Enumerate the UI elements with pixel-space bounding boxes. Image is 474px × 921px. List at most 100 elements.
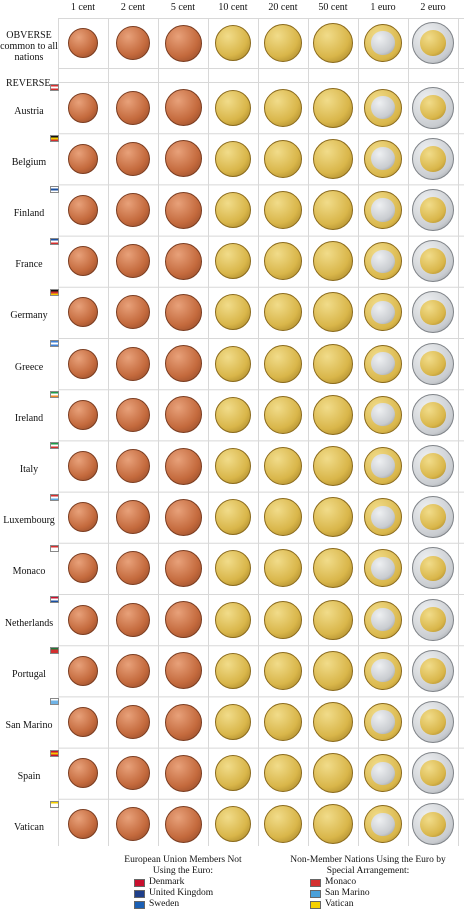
reverse-coin (68, 143, 98, 174)
coin-center (371, 198, 395, 222)
column-header: 2 euro (420, 2, 446, 13)
country-label: San Marino (5, 720, 53, 731)
reverse-coin (264, 88, 302, 127)
flag-icon (50, 647, 59, 655)
reverse-coin (164, 345, 202, 383)
reverse-coin (364, 600, 402, 639)
reverse-coin (364, 805, 402, 844)
obverse-coin (116, 26, 150, 60)
reverse-coin (164, 549, 202, 587)
reverse-coin (264, 447, 302, 485)
reverse-coin (313, 548, 353, 589)
reverse-coin (164, 140, 202, 178)
reverse-coin (313, 804, 353, 845)
reverse-coin (164, 242, 202, 280)
reverse-coin (164, 396, 202, 434)
flag-icon (134, 889, 145, 898)
reverse-coin (68, 758, 98, 789)
legend-left-title: European Union Members Not Using the Eur… (124, 855, 242, 876)
reverse-coin (164, 703, 202, 741)
reverse-coin (264, 139, 302, 178)
coin-center (371, 505, 395, 529)
reverse-coin (364, 549, 402, 588)
reverse-coin (264, 754, 302, 793)
reverse-coin (215, 192, 251, 228)
reverse-coin (215, 704, 251, 740)
coin-center (420, 30, 446, 56)
obverse-coin (164, 24, 202, 62)
reverse-label: REVERSE (6, 78, 50, 89)
obverse-label-text: OBVERSE common to all nations (0, 30, 58, 63)
reverse-coin (412, 445, 454, 487)
reverse-coin (313, 446, 353, 486)
reverse-coin (412, 803, 454, 846)
reverse-coin (313, 190, 353, 230)
coin-center (420, 248, 446, 274)
reverse-coin (68, 348, 98, 379)
flag-icon (50, 340, 59, 347)
coin-center (420, 299, 446, 326)
reverse-coin (313, 650, 353, 691)
coin-center (420, 555, 446, 582)
country-label: Belgium (11, 156, 47, 168)
obverse-coin (264, 24, 302, 62)
reverse-coin (116, 244, 150, 279)
reverse-coin (215, 140, 251, 177)
flag-icon (50, 544, 59, 552)
reverse-coin (264, 805, 302, 844)
reverse-coin (116, 807, 150, 842)
flag-icon (50, 493, 59, 501)
country-label: Netherlands (4, 617, 54, 629)
column-header: 50 cent (318, 2, 348, 13)
reverse-coin (116, 449, 150, 483)
reverse-coin (412, 598, 454, 641)
reverse-label-text: REVERSE (6, 78, 51, 89)
reverse-coin (264, 549, 302, 588)
country-label: Monaco (12, 566, 46, 578)
coin-center (371, 608, 395, 632)
column-header: 10 cent (218, 2, 248, 13)
reverse-coin (68, 246, 98, 277)
reverse-coin (412, 137, 454, 180)
reverse-coin (412, 393, 454, 436)
reverse-coin (116, 346, 150, 381)
coin-center (420, 811, 446, 838)
reverse-coin (164, 89, 202, 127)
reverse-coin (68, 195, 98, 225)
reverse-coin (164, 805, 202, 843)
coin-center (371, 454, 395, 478)
reverse-coin (313, 753, 353, 794)
legend-special-arrangement: Non-Member Nations Using the Euro by Spe… (288, 855, 448, 910)
legend-item: United Kingdom (134, 888, 248, 899)
country-label: Greece (14, 361, 44, 373)
country-label: Luxembourg (3, 515, 55, 527)
flag-icon (50, 288, 59, 296)
flag-icon (50, 391, 59, 399)
reverse-coin (68, 655, 98, 686)
reverse-coin (364, 703, 402, 741)
flag-icon (50, 596, 59, 603)
legend-item: Monaco (310, 877, 448, 888)
coin-center (371, 352, 395, 376)
reverse-coin (264, 600, 302, 639)
coin-center (420, 145, 446, 172)
reverse-coin (215, 448, 251, 484)
reverse-coin (412, 701, 454, 743)
reverse-coin (313, 343, 353, 384)
reverse-coin (68, 451, 98, 481)
reverse-coin (164, 191, 202, 229)
coin-center (420, 606, 446, 633)
reverse-coin (116, 756, 150, 791)
reverse-coin (313, 702, 353, 742)
reverse-coin (164, 754, 202, 792)
flag-icon (134, 878, 145, 887)
reverse-coin (364, 651, 402, 690)
coin-center (420, 197, 446, 223)
reverse-coin (116, 500, 150, 535)
reverse-coin (412, 342, 454, 385)
reverse-coin (215, 243, 251, 280)
legend-item-label: San Marino (325, 888, 370, 898)
flag-icon (310, 900, 321, 909)
reverse-coin (68, 809, 98, 840)
reverse-coin (68, 604, 98, 635)
